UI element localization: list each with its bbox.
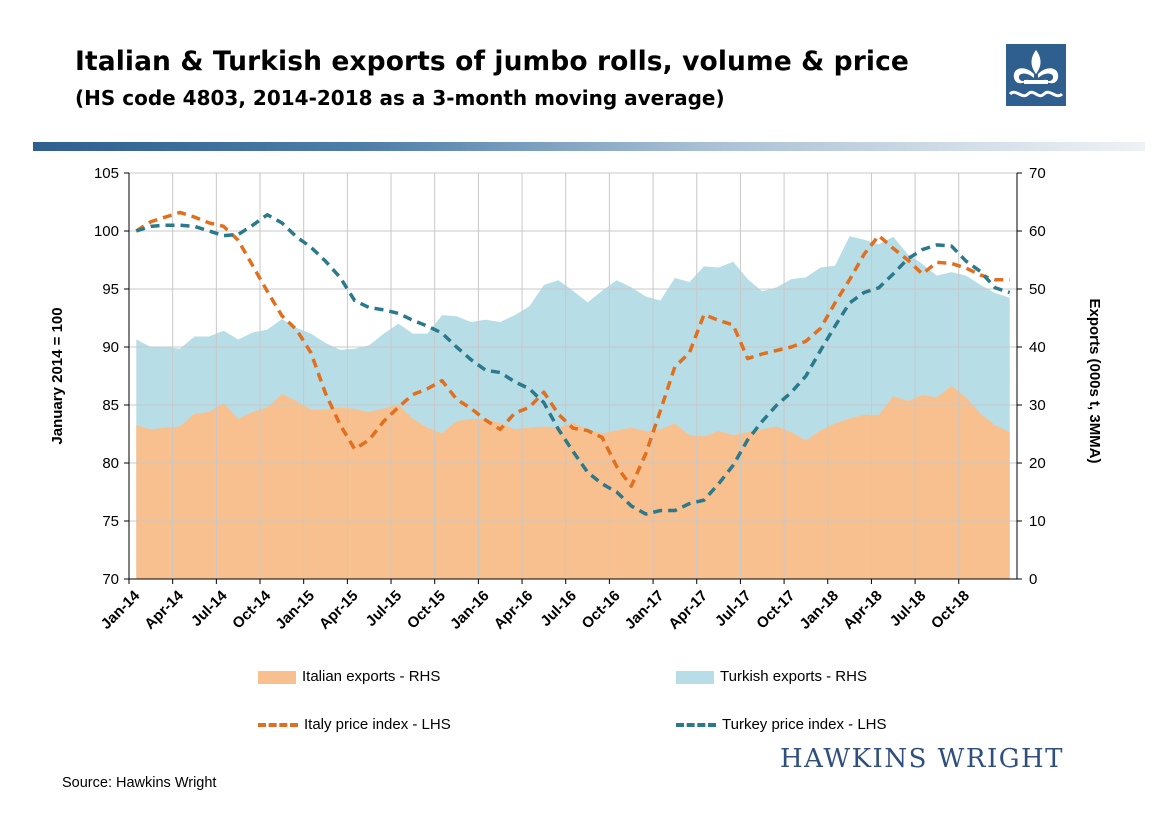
italian-exports-area (136, 385, 1010, 579)
y-tick-label-left: 105 (94, 165, 119, 182)
x-tick-label: Apr-16 (491, 587, 537, 633)
y-tick-label-left: 100 (94, 223, 119, 240)
x-tick-label: Jan-17 (622, 587, 668, 633)
y-axis-title-left: January 2014 = 100 (49, 307, 66, 444)
x-tick-label: Jul-16 (537, 587, 580, 630)
legend-label-turkey-price: Turkey price index - LHS (722, 716, 887, 733)
x-tick-label: Oct-15 (404, 587, 449, 632)
legend-italian-exports: Italian exports - RHS (258, 668, 440, 685)
legend-swatch-turkey-price (676, 723, 716, 728)
y-tick-label-right: 0 (1029, 571, 1037, 588)
y-tick-label-right: 10 (1029, 513, 1046, 530)
x-tick-label: Jul-17 (712, 587, 755, 630)
y-tick-label-right: 50 (1029, 281, 1046, 298)
brand-wordmark: HAWKINS WRIGHT (780, 744, 1064, 774)
y-tick-label-right: 30 (1029, 397, 1046, 414)
y-axis-title-right: Exports (000s t, 3MMA) (1086, 298, 1103, 463)
y-tick-label-right: 70 (1029, 165, 1046, 182)
legend-turkish-exports: Turkish exports - RHS (676, 668, 867, 685)
turkey-price-line (135, 213, 1011, 516)
y-tick-label-right: 60 (1029, 223, 1046, 240)
chart-title: Italian & Turkish exports of jumbo rolls… (75, 46, 909, 77)
legend-label-turkish-exports: Turkish exports - RHS (720, 668, 867, 685)
x-tick-label: Jul-14 (188, 587, 231, 630)
legend-turkey-price: Turkey price index - LHS (676, 716, 887, 733)
y-tick-label-right: 40 (1029, 339, 1046, 356)
y-tick-label-left: 75 (102, 513, 119, 530)
x-tick-label: Oct-17 (753, 587, 798, 632)
x-tick-label: Jul-15 (363, 587, 406, 630)
y-tick-label-right: 20 (1029, 455, 1046, 472)
x-tick-label: Apr-17 (665, 587, 711, 633)
x-tick-label: Jan-14 (98, 587, 144, 633)
y-tick-label-left: 90 (102, 339, 119, 356)
fleur-de-lis-icon (1006, 44, 1066, 106)
y-tick-label-left: 70 (102, 571, 119, 588)
legend-italy-price: Italy price index - LHS (258, 716, 451, 733)
x-tick-label: Oct-18 (928, 587, 973, 632)
x-tick-label: Jan-18 (796, 587, 842, 633)
x-tick-label: Apr-18 (840, 587, 886, 633)
x-tick-label: Jan-15 (272, 587, 318, 633)
legend-swatch-italy-price (258, 723, 298, 728)
y-tick-label-left: 80 (102, 455, 119, 472)
source-note: Source: Hawkins Wright (62, 775, 217, 791)
legend-label-italy-price: Italy price index - LHS (304, 716, 451, 733)
x-tick-label: Apr-15 (316, 587, 362, 633)
x-tick-label: Oct-16 (579, 587, 624, 632)
x-tick-label: Apr-14 (141, 587, 187, 633)
x-tick-label: Jul-18 (887, 587, 930, 630)
header-divider (33, 142, 1145, 151)
legend-swatch-italian-exports (258, 670, 296, 684)
y-tick-label-left: 85 (102, 397, 119, 414)
y-tick-label-left: 95 (102, 281, 119, 298)
x-tick-label: Oct-14 (229, 587, 274, 632)
chart-subtitle: (HS code 4803, 2014-2018 as a 3-month mo… (75, 86, 725, 110)
legend-label-italian-exports: Italian exports - RHS (302, 668, 441, 685)
x-tick-label: Jan-16 (447, 587, 493, 633)
italy-price-line (135, 210, 1010, 488)
legend-swatch-turkish-exports (676, 670, 714, 684)
